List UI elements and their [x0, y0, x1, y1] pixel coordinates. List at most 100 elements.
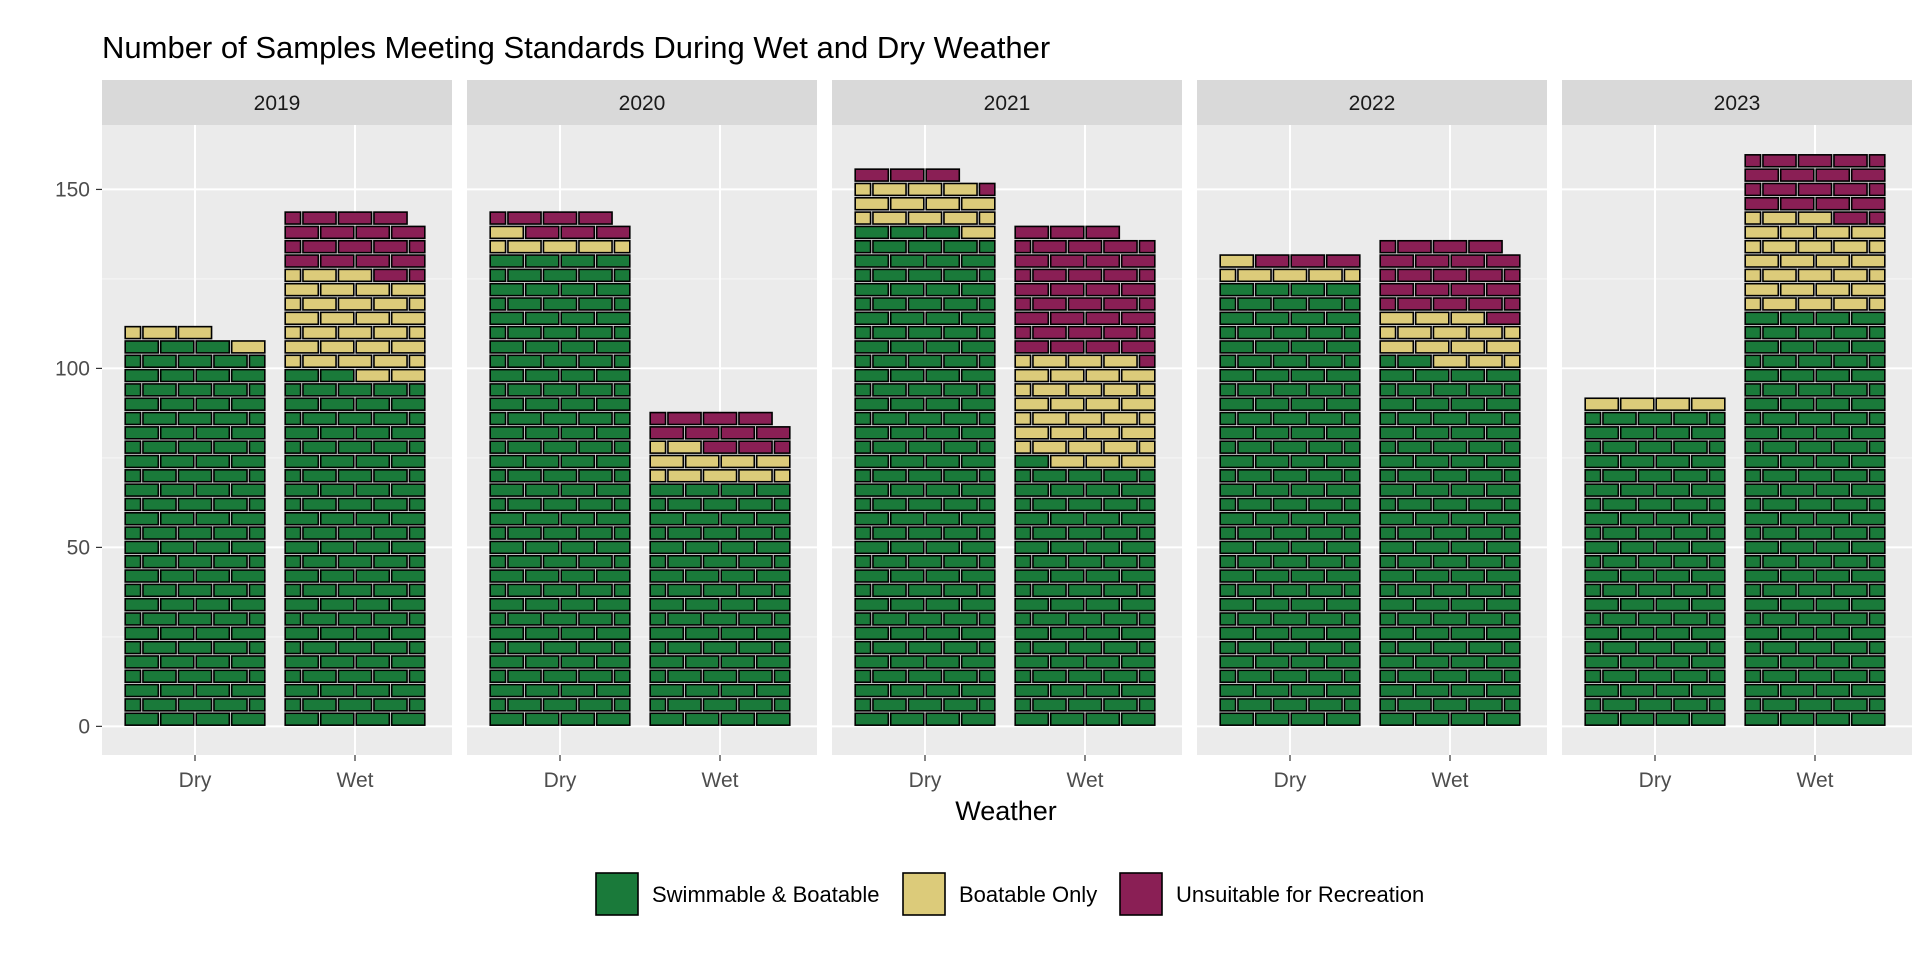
- brick: [1014, 325, 1032, 340]
- brick: [978, 354, 996, 369]
- brick: [1103, 640, 1138, 655]
- brick: [373, 297, 408, 311]
- brick: [1815, 225, 1851, 240]
- brick: [613, 239, 631, 254]
- brick: [960, 483, 996, 497]
- brick: [1673, 554, 1708, 569]
- brick: [872, 354, 907, 369]
- brick: [1868, 669, 1886, 684]
- brick: [1272, 354, 1308, 369]
- brick: [1085, 454, 1121, 469]
- brick: [755, 454, 791, 469]
- brick: [1584, 597, 1620, 612]
- brick: [1014, 383, 1032, 397]
- brick: [1468, 526, 1503, 540]
- brick: [578, 612, 613, 626]
- bar-2019-dry: [124, 325, 266, 726]
- brick: [1850, 368, 1886, 383]
- brick: [978, 383, 996, 397]
- brick: [1032, 669, 1067, 684]
- brick: [595, 282, 631, 297]
- brick: [1379, 282, 1415, 297]
- brick: [684, 569, 720, 583]
- brick: [1325, 626, 1361, 641]
- brick: [1379, 540, 1415, 555]
- brick: [1762, 154, 1797, 168]
- brick: [284, 497, 302, 512]
- brick: [907, 325, 943, 340]
- brick: [1690, 655, 1726, 669]
- brick: [1762, 583, 1797, 598]
- brick: [337, 325, 373, 340]
- brick: [1450, 569, 1486, 583]
- brick: [1503, 698, 1521, 712]
- brick: [1138, 554, 1156, 569]
- brick: [1744, 383, 1762, 397]
- brick: [195, 426, 231, 440]
- brick: [1219, 483, 1255, 497]
- brick: [1602, 554, 1637, 569]
- brick: [1138, 497, 1156, 512]
- brick: [489, 211, 507, 225]
- brick: [1085, 254, 1121, 268]
- brick: [1067, 268, 1103, 283]
- brick: [319, 368, 355, 383]
- brick: [1815, 254, 1851, 268]
- brick: [872, 526, 907, 540]
- brick: [1254, 454, 1290, 469]
- brick: [1655, 626, 1691, 641]
- brick: [1850, 712, 1886, 726]
- brick: [978, 411, 996, 426]
- bar-2021-dry: [854, 168, 996, 726]
- brick: [702, 526, 738, 540]
- brick: [1673, 526, 1708, 540]
- brick: [542, 698, 578, 712]
- brick: [720, 569, 756, 583]
- brick: [408, 469, 426, 483]
- brick: [1584, 397, 1620, 411]
- brick: [489, 683, 525, 698]
- brick: [649, 698, 667, 712]
- y-tick-label: 50: [67, 536, 90, 559]
- brick: [1272, 297, 1308, 311]
- brick: [560, 540, 596, 555]
- brick: [1219, 698, 1237, 712]
- brick: [284, 368, 320, 383]
- brick: [1032, 583, 1067, 598]
- brick: [1379, 297, 1397, 311]
- brick: [960, 597, 996, 612]
- legend-swatch: [1119, 872, 1163, 916]
- brick: [1014, 526, 1032, 540]
- brick: [1032, 497, 1067, 512]
- brick: [1103, 669, 1138, 684]
- brick: [284, 540, 320, 555]
- brick: [649, 411, 667, 426]
- brick: [1708, 698, 1726, 712]
- brick: [373, 354, 408, 369]
- brick: [489, 383, 507, 397]
- brick: [507, 297, 542, 311]
- brick: [1120, 683, 1156, 698]
- brick: [248, 354, 266, 369]
- brick: [302, 497, 337, 512]
- brick: [1744, 440, 1762, 454]
- brick: [755, 569, 791, 583]
- brick: [1655, 712, 1691, 726]
- brick: [1379, 511, 1415, 526]
- brick: [1120, 426, 1156, 440]
- brick: [1219, 712, 1255, 726]
- brick: [1744, 211, 1762, 225]
- brick: [124, 583, 142, 598]
- brick: [177, 698, 213, 712]
- brick: [355, 683, 391, 698]
- brick: [1219, 297, 1237, 311]
- brick: [284, 411, 302, 426]
- brick: [1868, 154, 1886, 168]
- legend-label: Boatable Only: [959, 882, 1097, 907]
- brick: [1290, 311, 1326, 326]
- brick: [1138, 268, 1156, 283]
- brick: [248, 612, 266, 626]
- brick: [1254, 282, 1290, 297]
- brick: [284, 340, 320, 354]
